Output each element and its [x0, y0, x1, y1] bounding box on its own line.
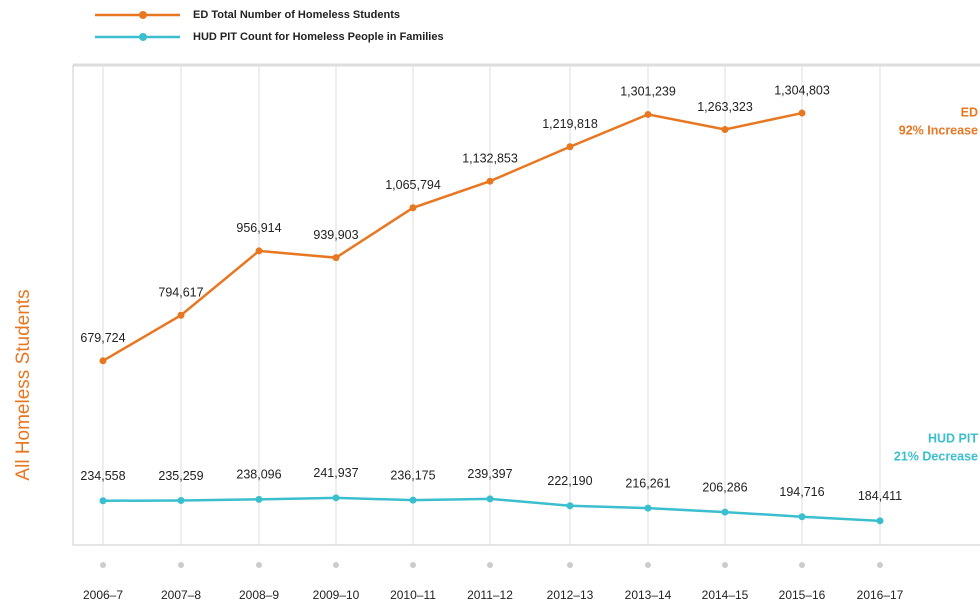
point	[332, 254, 340, 262]
point	[409, 496, 417, 504]
axis-dot	[487, 562, 493, 568]
point	[876, 517, 884, 525]
data-label: 241,937	[313, 466, 358, 480]
point	[409, 204, 417, 212]
data-label: 238,096	[236, 468, 281, 482]
point	[486, 495, 494, 503]
data-label: 184,411	[858, 489, 902, 503]
legend-label: HUD PIT Count for Homeless People in Fam…	[193, 31, 444, 43]
data-label: 222,190	[547, 474, 592, 488]
annotation: 21% Decrease	[894, 449, 978, 463]
data-label: 956,914	[236, 221, 281, 235]
axis-dot	[100, 562, 106, 568]
point	[332, 494, 340, 502]
y-axis-label: All Homeless Students	[13, 289, 34, 480]
x-tick-label: 2010–11	[390, 588, 436, 602]
x-tick-label: 2011–12	[467, 588, 513, 602]
series-line	[102, 111, 803, 362]
legend-dot	[139, 11, 147, 19]
x-tick-label: 2015–16	[779, 588, 826, 602]
data-label: 236,175	[390, 468, 435, 482]
data-label: 1,301,239	[620, 85, 676, 99]
point	[721, 508, 729, 516]
axis-dot	[645, 562, 651, 568]
point	[644, 504, 652, 512]
x-tick-label: 2013–14	[625, 588, 672, 602]
axis-dot	[178, 562, 184, 568]
data-label: 1,304,803	[774, 83, 830, 97]
point	[255, 495, 263, 503]
point	[566, 502, 574, 510]
x-tick-label: 2012–13	[547, 588, 594, 602]
data-label: 1,219,818	[542, 117, 598, 131]
data-label: 794,617	[158, 286, 203, 300]
data-label: 939,903	[313, 228, 358, 242]
legend-label: ED Total Number of Homeless Students	[193, 9, 400, 21]
point	[177, 496, 185, 504]
axis-dot	[877, 562, 883, 568]
point	[798, 513, 806, 521]
axis-dot	[799, 562, 805, 568]
data-label: 216,261	[625, 476, 670, 490]
annotation: 92% Increase	[899, 123, 978, 137]
x-tick-label: 2009–10	[313, 588, 360, 602]
point	[99, 357, 107, 365]
legend-dot	[139, 33, 147, 41]
data-label: 239,397	[467, 467, 512, 481]
point	[798, 109, 806, 117]
data-label: 234,558	[80, 469, 125, 483]
annotation: HUD PIT	[928, 431, 978, 445]
point	[644, 110, 652, 118]
axis-dot	[256, 562, 262, 568]
point	[99, 497, 107, 505]
data-label: 194,716	[779, 485, 824, 499]
point	[566, 143, 574, 151]
axis-dot	[333, 562, 339, 568]
data-label: 206,286	[702, 480, 747, 494]
x-tick-label: 2006–7	[83, 588, 123, 602]
point	[721, 125, 729, 133]
annotation: ED	[961, 105, 978, 119]
data-label: 235,259	[158, 469, 203, 483]
x-tick-label: 2007–8	[161, 588, 201, 602]
x-tick-label: 2008–9	[239, 588, 279, 602]
data-label: 1,065,794	[385, 178, 441, 192]
point	[177, 311, 185, 319]
data-label: 1,132,853	[462, 151, 518, 165]
data-label: 679,724	[80, 331, 125, 345]
data-label: 1,263,323	[697, 100, 753, 114]
point	[255, 247, 263, 255]
axis-dot	[567, 562, 573, 568]
axis-dot	[410, 562, 416, 568]
axis-dot	[722, 562, 728, 568]
point	[486, 177, 494, 185]
x-tick-label: 2014–15	[702, 588, 749, 602]
x-tick-label: 2016–17	[857, 588, 904, 602]
